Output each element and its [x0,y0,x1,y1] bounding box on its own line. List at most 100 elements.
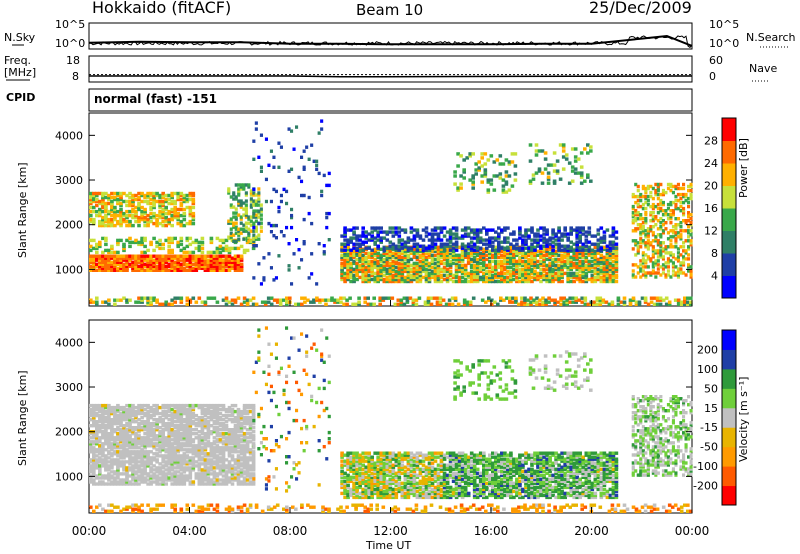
power-echo-cell [488,269,492,274]
power-echo-cell [554,245,558,249]
power-echo-cell [524,238,528,242]
power-echo-cell [574,300,578,304]
power-echo-cell [527,259,531,264]
power-echo-cell [158,262,162,266]
power-echo-cell [584,230,589,234]
date-title: 25/Dec/2009 [589,0,692,17]
power-echo-cell [364,240,368,244]
power-echo-cell [513,164,518,168]
power-echo-cell [445,277,450,282]
power-echo-cell [631,263,635,267]
power-echo-cell [562,302,566,306]
power-echo-cell [584,234,589,238]
power-echo-cell [128,191,132,196]
power-echo-cell [234,239,238,243]
power-echo-cell [95,197,99,202]
power-echo-cell [611,228,616,232]
power-echo-cell [584,257,589,262]
power-echo-cell [439,269,444,274]
power-echo-cell [526,298,530,302]
power-echo-cell [227,250,232,255]
power-echo-cell [442,242,447,246]
power-echo-cell [158,260,162,264]
power-echo-cell [445,257,450,262]
power-echo-cell [571,296,575,300]
power-echo-cell [361,277,365,282]
power-echo-cell [447,298,452,302]
power-echo-cell [639,241,643,245]
power-echo-cell [573,147,578,151]
power-echo-cell [143,217,147,222]
power-echo-cell [557,273,561,278]
power-echo-cell [545,247,549,251]
power-echo-cell [182,223,187,228]
power-echo-cell [242,296,247,300]
power-echo-cell [631,215,635,219]
power-echo-cell [152,298,156,302]
power-echo-cell [557,271,561,276]
power-echo-cell [131,223,135,228]
power-echo-cell [278,298,283,302]
power-echo-cell [249,193,253,197]
power-echo-cell [224,298,229,302]
power-echo-cell [232,233,236,237]
power-echo-cell [363,296,367,300]
power-echo-cell [400,257,405,262]
power-echo-cell [445,242,450,246]
power-echo-cell [569,271,573,276]
power-echo-cell [110,268,114,272]
power-echo-cell [146,296,150,300]
power-echo-cell [128,203,132,208]
power-echo-cell [128,298,132,302]
power-echo-cell [385,230,390,234]
power-echo-cell [176,258,180,262]
power-echo-cell [433,247,438,251]
power-echo-cell [234,211,238,215]
power-echo-cell [340,245,344,249]
power-echo-cell [545,263,549,268]
power-echo-cell [605,257,610,262]
power-echo-cell [500,273,504,278]
power-echo-cell [581,259,585,264]
power-echo-cell [599,257,604,262]
power-echo-cell [397,273,402,278]
power-echo-cell [327,238,331,242]
power-echo-cell [376,279,380,284]
power-echo-cell [574,296,578,300]
power-echo-cell [540,181,545,185]
power-echo-cell [671,190,675,195]
power-echo-cell [143,250,147,255]
power-echo-cell [352,273,356,278]
power-echo-cell [602,245,607,249]
power-echo-cell [388,226,393,230]
power-echo-cell [466,234,471,238]
power-echo-cell [566,279,570,284]
power-echo-cell [197,246,202,251]
power-echo-cell [312,298,316,302]
power-echo-cell [518,259,522,264]
power-echo-cell [361,248,365,252]
power-echo-cell [161,211,165,216]
power-echo-cell [170,201,174,206]
power-echo-cell [158,268,162,272]
power-echo-cell [397,253,402,257]
power-echo-cell [191,199,196,204]
power-echo-cell [400,242,405,246]
power-echo-cell [472,232,477,236]
power-echo-cell [107,193,111,198]
power-echo-cell [578,226,582,230]
power-echo-cell [191,221,196,226]
power-echo-cell [167,302,171,306]
power-echo-cell [497,273,501,278]
power-echo-cell [430,249,435,253]
power-echo-cell [376,246,380,250]
power-echo-cell [363,300,367,304]
power-echo-cell [140,215,144,220]
power-echo-cell [605,248,610,252]
power-echo-cell [239,201,243,205]
power-echo-cell [412,236,417,240]
power-echo-cell [376,230,380,234]
power-echo-cell [179,300,184,304]
power-echo-cell [491,265,495,270]
power-echo-cell [400,279,405,284]
